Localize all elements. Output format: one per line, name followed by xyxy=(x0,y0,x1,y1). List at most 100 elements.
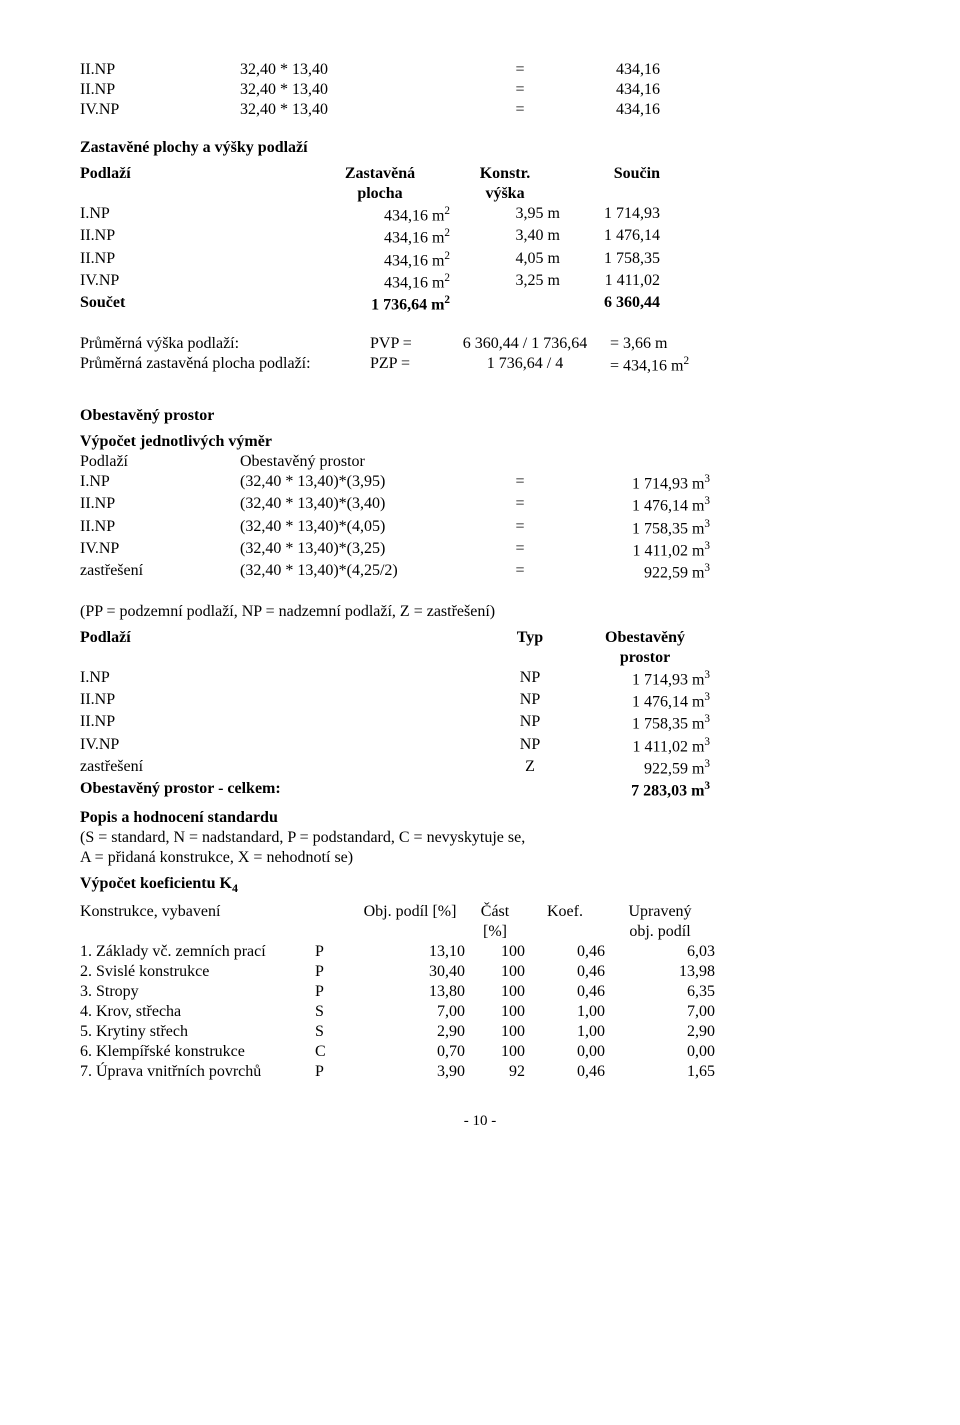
label: 4. Krov, střecha xyxy=(80,1002,315,1022)
value: 3,25 m xyxy=(450,271,560,293)
label: Průměrná výška podlaží: xyxy=(80,334,370,354)
value: 3,40 m xyxy=(450,226,560,248)
value: 0,00 xyxy=(605,1042,715,1062)
section-title: Obestavěný prostor xyxy=(80,406,880,426)
value: (32,40 * 13,40)*(4,25/2) xyxy=(240,561,490,583)
value: 7,00 xyxy=(605,1002,715,1022)
value: Z xyxy=(480,757,580,779)
value: C xyxy=(315,1042,355,1062)
value: 1 758,35 m3 xyxy=(580,712,710,734)
value: 6 360,44 / 1 736,64 xyxy=(440,334,610,354)
value: P xyxy=(315,982,355,1002)
col-header: Konstrukce, vybavení xyxy=(80,902,315,942)
col-header: Podlaží xyxy=(80,628,480,668)
value: 32,40 * 13,40 xyxy=(240,60,490,80)
label: II.NP xyxy=(80,494,240,516)
eq: = xyxy=(490,60,550,80)
label: I.NP xyxy=(80,204,310,226)
value: S xyxy=(315,1022,355,1042)
col-header: Obestavěnýprostor xyxy=(580,628,710,668)
value: 13,10 xyxy=(355,942,465,962)
page-number: - 10 - xyxy=(80,1112,880,1131)
value: 434,16 m2 xyxy=(310,249,450,271)
value: 922,59 m3 xyxy=(550,561,710,583)
sum-value: 1 736,64 m2 xyxy=(310,293,450,315)
value: 100 xyxy=(465,1002,525,1022)
value: 6,35 xyxy=(605,982,715,1002)
value: 100 xyxy=(465,962,525,982)
col-header: Součin xyxy=(560,164,660,204)
value: 30,40 xyxy=(355,962,465,982)
value: 2,90 xyxy=(605,1022,715,1042)
value: NP xyxy=(480,735,580,757)
value: P xyxy=(315,942,355,962)
label: 6. Klempířské konstrukce xyxy=(80,1042,315,1062)
col-header: Část[%] xyxy=(465,902,525,942)
value: 1 411,02 m3 xyxy=(550,539,710,561)
value: 0,46 xyxy=(525,942,605,962)
label: 5. Krytiny střech xyxy=(80,1022,315,1042)
value: 0,00 xyxy=(525,1042,605,1062)
section-title: Popis a hodnocení standardu xyxy=(80,808,880,828)
value: (32,40 * 13,40)*(4,05) xyxy=(240,517,490,539)
col-header: Podlaží xyxy=(80,452,240,472)
value: 434,16 m2 xyxy=(310,204,450,226)
value: (32,40 * 13,40)*(3,95) xyxy=(240,472,490,494)
section-title: Výpočet jednotlivých výměr xyxy=(80,432,880,452)
value: 1 736,64 / 4 xyxy=(440,354,610,376)
value: = 3,66 m xyxy=(610,334,730,354)
label: IV.NP xyxy=(80,539,240,561)
sum-label: Obestavěný prostor - celkem: xyxy=(80,779,580,801)
value: 1 714,93 m3 xyxy=(580,668,710,690)
value: 434,16 xyxy=(550,60,660,80)
label: zastřešení xyxy=(80,757,480,779)
value: S xyxy=(315,1002,355,1022)
label: Průměrná zastavěná plocha podlaží: xyxy=(80,354,370,376)
value: 7,00 xyxy=(355,1002,465,1022)
value: 4,05 m xyxy=(450,249,560,271)
label: II.NP xyxy=(80,60,240,80)
label: zastřešení xyxy=(80,561,240,583)
eq: = xyxy=(490,80,550,100)
value: 434,16 m2 xyxy=(310,226,450,248)
value: 0,46 xyxy=(525,982,605,1002)
value: 0,70 xyxy=(355,1042,465,1062)
value: 32,40 * 13,40 xyxy=(240,100,490,120)
value: 922,59 m3 xyxy=(580,757,710,779)
col-header: Zastavěnáplocha xyxy=(310,164,450,204)
value: 1 476,14 xyxy=(560,226,660,248)
value: 0,46 xyxy=(525,1062,605,1082)
col-header: Koef. xyxy=(525,902,605,942)
label: II.NP xyxy=(80,517,240,539)
value: 92 xyxy=(465,1062,525,1082)
eq: = xyxy=(490,100,550,120)
eq: = xyxy=(490,517,550,539)
value: 1 476,14 m3 xyxy=(580,690,710,712)
label: PZP = xyxy=(370,354,440,376)
value: 3,95 m xyxy=(450,204,560,226)
value: 1,65 xyxy=(605,1062,715,1082)
value: NP xyxy=(480,690,580,712)
value: 1,00 xyxy=(525,1002,605,1022)
value: 434,16 m2 xyxy=(310,271,450,293)
value: 0,46 xyxy=(525,962,605,982)
eq: = xyxy=(490,494,550,516)
sum-value: 6 360,44 xyxy=(560,293,660,315)
label: II.NP xyxy=(80,80,240,100)
value: 1 714,93 xyxy=(560,204,660,226)
value: (32,40 * 13,40)*(3,40) xyxy=(240,494,490,516)
note: (PP = podzemní podlaží, NP = nadzemní po… xyxy=(80,602,880,622)
section-title: Výpočet koeficientu K4 xyxy=(80,874,880,896)
note: A = přidaná konstrukce, X = nehodnotí se… xyxy=(80,848,880,868)
value: 1 476,14 m3 xyxy=(550,494,710,516)
eq: = xyxy=(490,561,550,583)
value: P xyxy=(315,962,355,982)
value: 100 xyxy=(465,942,525,962)
value: 1 758,35 xyxy=(560,249,660,271)
col-header: Obestavěný prostor xyxy=(240,452,365,472)
sum-label: Součet xyxy=(80,293,310,315)
value: 6,03 xyxy=(605,942,715,962)
label: 3. Stropy xyxy=(80,982,315,1002)
label: IV.NP xyxy=(80,271,310,293)
value: 32,40 * 13,40 xyxy=(240,80,490,100)
